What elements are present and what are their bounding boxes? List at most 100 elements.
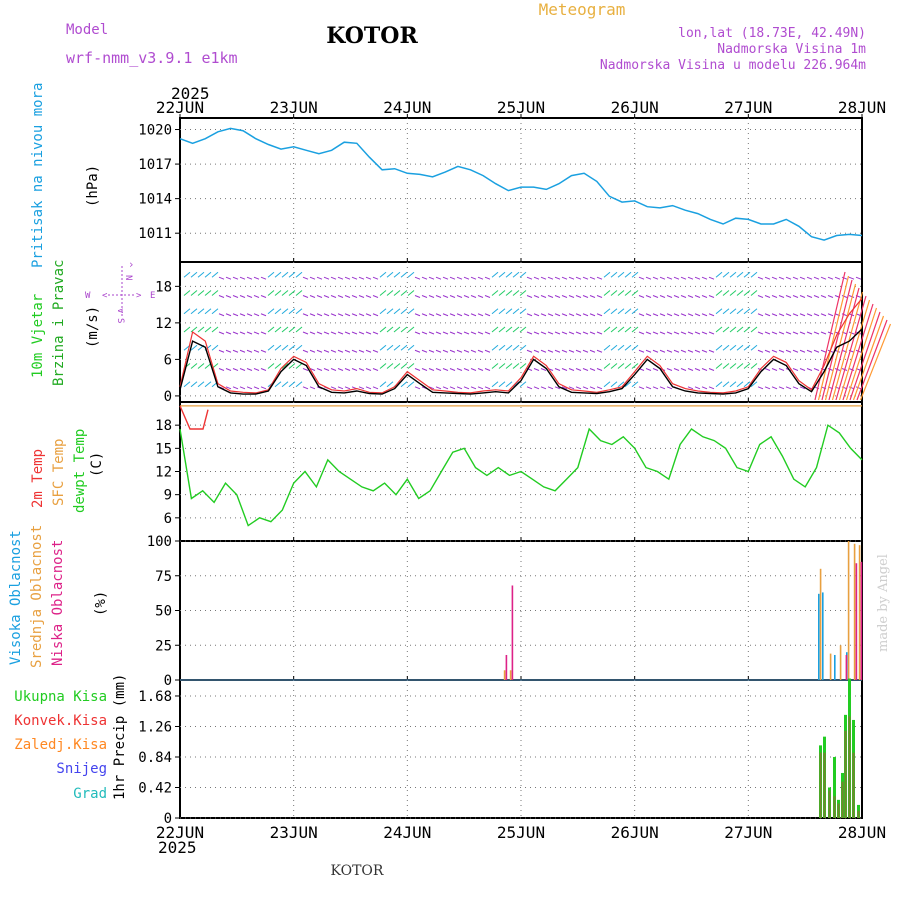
wind-arrow	[701, 349, 708, 353]
wind-arrow	[554, 386, 561, 390]
wind-arrow	[351, 276, 358, 280]
wind-arrow	[561, 368, 568, 371]
y-tick-label: 6	[164, 511, 172, 527]
wind-arrow	[302, 295, 309, 298]
wind-arrow-strong	[842, 303, 874, 401]
wind-arrow	[393, 344, 401, 351]
wind-arrow	[183, 308, 191, 315]
wind-arrow	[505, 271, 513, 278]
y-tick-label: 12	[155, 316, 172, 332]
wind-arrow	[183, 290, 191, 296]
wind-arrow	[526, 386, 533, 390]
wind-arrow	[386, 326, 394, 333]
wind-arrow	[477, 331, 484, 335]
wind-arrow	[666, 349, 673, 353]
wind-arrow	[316, 331, 323, 335]
wind-arrow	[281, 381, 289, 388]
wind-arrow	[764, 331, 771, 335]
wind-arrow	[778, 276, 785, 280]
wind-arrow	[358, 331, 365, 335]
wind-arrow	[785, 331, 792, 335]
wind-arrow	[610, 363, 618, 369]
x-tick-label-bottom: 27JUN	[724, 823, 772, 842]
wind-arrow	[435, 349, 442, 353]
wind-arrow	[806, 331, 813, 335]
precip-total-bar	[833, 756, 836, 818]
wind-arrow	[596, 349, 603, 353]
wind-arrow	[533, 313, 540, 317]
wind-arrow	[722, 363, 730, 369]
wind-arrow	[400, 326, 408, 333]
wind-arrow	[792, 276, 799, 280]
wind-arrow	[435, 331, 442, 335]
wind-arrow	[246, 313, 253, 317]
wind-arrow	[526, 313, 533, 317]
wind-arrow	[736, 290, 744, 296]
wind-arrow	[610, 308, 618, 315]
wind-arrow	[239, 331, 246, 335]
wind-arrow	[358, 349, 365, 353]
wind-arrow	[743, 326, 751, 333]
wind-arrow	[372, 368, 379, 371]
wind-arrow	[666, 386, 673, 390]
wind-arrow	[400, 363, 408, 369]
wind-arrow	[260, 368, 267, 371]
wind-arrow	[267, 344, 275, 351]
wind-arrow	[568, 313, 575, 317]
wind-arrow	[750, 290, 758, 296]
panel-frame-pressure	[179, 117, 863, 263]
plot-layer: 1020 1017 1014 1011 18 12 6 0 18 15 12 9 6 100 75 50 25 0…	[138, 98, 892, 842]
y-tick-label: 15	[155, 441, 172, 457]
wind-arrow	[547, 386, 554, 390]
wind-arrow	[323, 368, 330, 371]
wind-arrow	[848, 386, 855, 390]
wind-arrow	[820, 313, 827, 317]
wind-arrow	[372, 276, 379, 280]
wind-arrow	[554, 349, 561, 353]
wind-arrow	[603, 290, 611, 296]
wind-arrow	[617, 290, 625, 296]
wind-arrow	[792, 331, 799, 335]
wind-arrow	[771, 313, 778, 317]
wind-arrow	[505, 290, 513, 296]
wind-arrow	[267, 290, 275, 296]
wind-arrow-strong	[845, 307, 878, 401]
x-tick-label-top: 27JUN	[724, 98, 772, 117]
wind-arrow	[190, 381, 198, 388]
wind-arrow	[323, 313, 330, 317]
wind-arrow	[596, 313, 603, 317]
wind-arrow	[330, 349, 337, 353]
wind-arrow	[260, 276, 267, 280]
cloud-bar	[505, 654, 508, 680]
wind-arrow	[708, 276, 715, 280]
wind-arrow	[673, 276, 680, 280]
wind-arrow	[316, 349, 323, 353]
wind-arrow	[190, 326, 198, 333]
wind-arrow	[442, 386, 449, 390]
precip-conv-bar	[837, 803, 840, 818]
wind-arrow	[204, 290, 212, 296]
wind-arrow	[778, 313, 785, 317]
wind-arrow-strong	[838, 299, 871, 401]
wind-arrow	[659, 295, 666, 298]
wind-arrow	[806, 313, 813, 317]
wind-arrow	[449, 295, 456, 298]
wind-arrow	[484, 295, 491, 298]
wind-arrow	[372, 331, 379, 335]
wind-arrow	[687, 368, 694, 371]
cloud-high-ylabel: Visoka Oblacnost	[8, 530, 24, 665]
wind-arrow	[547, 276, 554, 280]
wind-ylabels: 10m Vjetar Brzina i Pravac (m/s) W < > E…	[30, 260, 155, 386]
wind-arrow	[547, 349, 554, 353]
wind-arrow	[344, 313, 351, 317]
wind-arrow	[246, 349, 253, 353]
wind-arrow	[337, 313, 344, 317]
wind-arrow	[764, 349, 771, 353]
wind-arrow	[589, 386, 596, 390]
wind-arrow	[323, 349, 330, 353]
wind-arrow	[568, 331, 575, 335]
wind-arrow	[295, 308, 303, 315]
wind-arrow	[596, 331, 603, 335]
wind-arrow	[624, 326, 632, 333]
wind-arrow	[610, 344, 618, 351]
